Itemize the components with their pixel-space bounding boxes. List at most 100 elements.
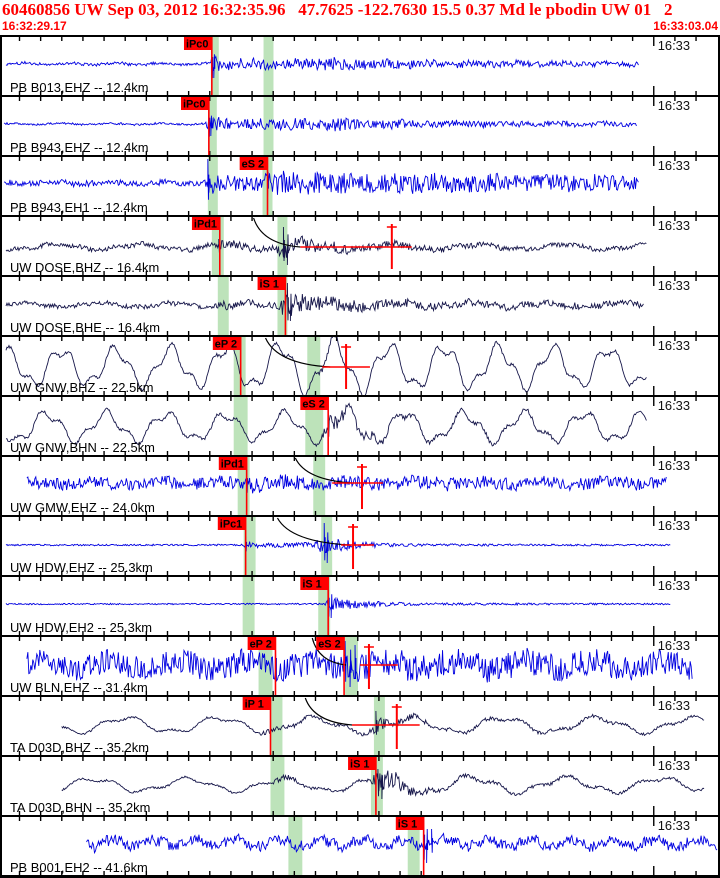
waveform-plot[interactable]: iP 1 TA D03D,BHZ -- 35.2km 16:33 — [2, 697, 718, 755]
trace-panel[interactable]: iS 1 UW DOSE,BHE -- 16.4km 16:33 — [2, 275, 718, 335]
station-channel-label: UW BLN,EHZ -- 31.4km — [10, 680, 148, 695]
waveform-plot[interactable]: eP 2 eS 2 UW BLN,EHZ -- 31.4km 16:33 — [2, 637, 718, 695]
waveform-plot[interactable]: iPc1 UW HDW,EHZ -- 25.3km 16:33 — [2, 517, 718, 575]
phase-pick-flag[interactable]: iPc1 — [217, 517, 246, 531]
minute-time-label: 16:33 — [658, 398, 690, 413]
phase-pick-flag[interactable]: iS 1 — [257, 277, 286, 291]
phase-pick-flag[interactable]: iPd1 — [218, 457, 247, 471]
trace-panel[interactable]: iS 1 UW HDW,EH2 -- 25.3km 16:33 — [2, 575, 718, 635]
pick-flag-box[interactable] — [212, 337, 241, 350]
pick-flag-box[interactable] — [257, 277, 286, 290]
arrival-window-band — [277, 277, 288, 335]
trace-panel[interactable]: eS 2 UW GNW,BHN -- 22.5km 16:33 — [2, 395, 718, 455]
coda-decay-curve — [304, 697, 353, 726]
pick-flag-box[interactable] — [316, 637, 345, 650]
phase-pick-flag[interactable]: iS 1 — [348, 757, 376, 771]
phase-pick-flag[interactable]: iPc0 — [181, 97, 209, 111]
seismogram-trace[interactable] — [26, 468, 667, 494]
trace-panel[interactable]: eP 2 eS 2 UW BLN,EHZ -- 31.4km 16:33 — [2, 635, 718, 695]
station-channel-label: UW HDW,EH2 -- 25.3km — [10, 620, 152, 635]
minute-time-label: 16:33 — [658, 638, 690, 653]
trace-panel[interactable]: iPc0 PB B943,EHZ -- 12.4km 16:33 — [2, 95, 718, 155]
phase-pick-flag[interactable]: eP 2 — [247, 637, 276, 651]
minute-time-label: 16:33 — [658, 278, 690, 293]
pick-flag-box[interactable] — [300, 397, 329, 410]
waveform-plot[interactable]: iPd1 UW DOSE,BHZ -- 16.4km 16:33 — [2, 217, 718, 275]
coda-decay-curve — [294, 457, 353, 484]
seismogram-trace[interactable] — [3, 158, 639, 200]
seismogram-trace[interactable] — [3, 105, 637, 137]
pick-flag-box[interactable] — [242, 697, 271, 710]
phase-pick-flag[interactable]: iPc0 — [183, 37, 212, 51]
phase-pick-flag[interactable]: eP 2 — [212, 337, 241, 351]
trace-panel[interactable]: iP 1 TA D03D,BHZ -- 35.2km 16:33 — [2, 695, 718, 755]
station-channel-label: UW GMW,EHZ -- 24.0km — [10, 500, 155, 515]
pick-flag-box[interactable] — [181, 97, 209, 110]
waveform-plot[interactable]: iPc0 PB B943,EHZ -- 12.4km 16:33 — [2, 97, 718, 155]
waveform-plot[interactable]: iPc0 PB B013,EHZ -- 12.4km 16:33 — [2, 37, 718, 95]
seismogram-trace[interactable] — [5, 282, 644, 322]
phase-pick-flag[interactable]: iPd1 — [191, 217, 220, 231]
pick-flag-box[interactable] — [183, 37, 212, 50]
coda-decay-curve — [253, 217, 301, 248]
pick-flag-box[interactable] — [217, 517, 246, 530]
seismogram-trace[interactable] — [5, 337, 647, 395]
pick-flag-label: eS 2 — [318, 638, 340, 650]
phase-pick-flag[interactable]: iS 1 — [300, 577, 329, 591]
arrival-window-band — [263, 37, 274, 95]
pick-flag-box[interactable] — [247, 637, 276, 650]
arrival-window-band — [242, 577, 255, 635]
seismogram-trace[interactable] — [26, 640, 693, 688]
phase-pick-flag[interactable]: eS 2 — [316, 637, 345, 651]
event-header: 60460856 UW Sep 03, 2012 16:32:35.96 47.… — [0, 0, 720, 35]
pick-flag-label: eS 2 — [302, 398, 324, 410]
trace-panel[interactable]: iS 1 TA D03D,BHN -- 35.2km 16:33 — [2, 755, 718, 815]
trace-panel[interactable]: iPc0 PB B013,EHZ -- 12.4km 16:33 — [2, 35, 718, 95]
phase-pick-flag[interactable]: eS 2 — [239, 157, 268, 171]
pick-flag-box[interactable] — [218, 457, 247, 470]
phase-pick-flag[interactable]: iP 1 — [242, 697, 271, 711]
seismogram-trace[interactable] — [61, 710, 705, 737]
waveform-plot[interactable]: iS 1 UW DOSE,BHE -- 16.4km 16:33 — [2, 277, 718, 335]
phase-pick-flag[interactable]: iS 1 — [395, 817, 424, 831]
waveform-plot[interactable]: iPd1 UW GMW,EHZ -- 24.0km 16:33 — [2, 457, 718, 515]
pick-flag-label: iPc0 — [183, 98, 205, 110]
trace-panel[interactable]: iPd1 UW DOSE,BHZ -- 16.4km 16:33 — [2, 215, 718, 275]
minute-time-label: 16:33 — [658, 338, 690, 353]
station-channel-label: UW HDW,EHZ -- 25.3km — [10, 560, 153, 575]
pick-flag-box[interactable] — [348, 757, 376, 770]
waveform-plot[interactable]: eS 2 PB B943,EH1 -- 12.4km 16:33 — [2, 157, 718, 215]
station-channel-label: PB B943,EHZ -- 12.4km — [10, 140, 149, 155]
waveform-plot[interactable]: iS 1 TA D03D,BHN -- 35.2km 16:33 — [2, 757, 718, 815]
waveform-plot[interactable]: eP 2 UW GNW,BHZ -- 22.5km 16:33 — [2, 337, 718, 395]
pick-flag-box[interactable] — [395, 817, 424, 830]
arrival-window-band — [233, 397, 248, 455]
waveform-plot[interactable]: iS 1 PB B001,EH2 -- 41.6km 16:33 — [2, 817, 718, 875]
trace-panel[interactable]: iPd1 UW GMW,EHZ -- 24.0km 16:33 — [2, 455, 718, 515]
station-channel-label: PB B013,EHZ -- 12.4km — [10, 80, 149, 95]
arrival-window-band — [305, 397, 324, 455]
pick-flag-box[interactable] — [239, 157, 268, 170]
station-channel-label: UW GNW,BHN -- 22.5km — [10, 440, 155, 455]
pick-flag-box[interactable] — [300, 577, 329, 590]
station-channel-label: TA D03D,BHZ -- 35.2km — [10, 740, 149, 755]
seismogram-trace[interactable] — [86, 818, 718, 864]
trace-panel[interactable]: iPc1 UW HDW,EHZ -- 25.3km 16:33 — [2, 515, 718, 575]
phase-pick-flag[interactable]: eS 2 — [300, 397, 329, 411]
waveform-plot[interactable]: eS 2 UW GNW,BHN -- 22.5km 16:33 — [2, 397, 718, 455]
seismogram-trace[interactable] — [5, 585, 671, 619]
waveform-plot[interactable]: iS 1 UW HDW,EH2 -- 25.3km 16:33 — [2, 577, 718, 635]
station-channel-label: UW DOSE,BHZ -- 16.4km — [10, 260, 159, 275]
pick-flag-box[interactable] — [191, 217, 220, 230]
minute-time-label: 16:33 — [658, 158, 690, 173]
trace-panel[interactable]: iS 1 PB B001,EH2 -- 41.6km 16:33 — [2, 815, 718, 875]
arrival-window-band — [313, 457, 326, 515]
station-channel-label: UW GNW,BHZ -- 22.5km — [10, 380, 154, 395]
seismogram-trace[interactable] — [5, 522, 671, 564]
pick-flag-label: eS 2 — [242, 158, 264, 170]
trace-panel[interactable]: eP 2 UW GNW,BHZ -- 22.5km 16:33 — [2, 335, 718, 395]
seismogram-trace[interactable] — [5, 43, 639, 79]
trace-panel[interactable]: eS 2 PB B943,EH1 -- 12.4km 16:33 — [2, 155, 718, 215]
seismogram-trace[interactable] — [61, 768, 705, 800]
